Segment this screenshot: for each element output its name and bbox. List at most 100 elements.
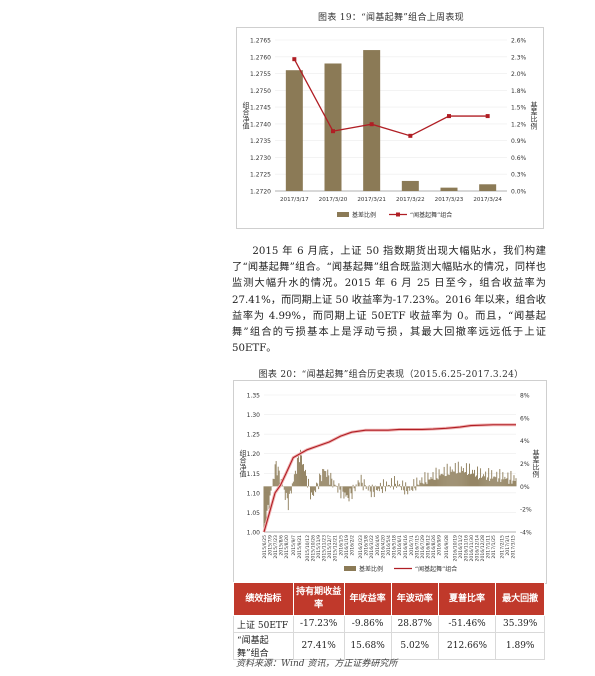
x-tick-label: 2015/7/9 bbox=[268, 535, 274, 556]
y-tick-label: 1.00 bbox=[247, 530, 261, 537]
basis-bar bbox=[321, 481, 323, 487]
basis-bar bbox=[267, 486, 269, 505]
basis-bar bbox=[499, 469, 501, 487]
basis-bar bbox=[349, 486, 351, 489]
x-tick-label: 2016/4/20 bbox=[380, 535, 386, 559]
x-tick-label: 2017/3/23 bbox=[435, 197, 464, 203]
y-tick-label: 1.2730 bbox=[250, 155, 271, 162]
header-metric: 绩效指标 bbox=[233, 582, 294, 616]
basis-bar bbox=[411, 486, 413, 490]
basis-bar bbox=[480, 468, 482, 487]
performance-table-wrap: 绩效指标 持有期收益率 年收益率 年波动率 夏普比率 最大回撤 上证 50ETF… bbox=[233, 582, 545, 660]
basis-bar bbox=[471, 473, 472, 487]
header-max-drawdown: 最大回撤 bbox=[495, 582, 545, 616]
x-tick-label: 2015/12/7 bbox=[327, 535, 333, 559]
basis-bar bbox=[323, 469, 325, 487]
y-axis-label: 组合净值 bbox=[242, 101, 250, 131]
basis-bar bbox=[460, 466, 462, 487]
bar bbox=[285, 70, 303, 191]
basis-bar bbox=[269, 486, 271, 496]
basis-bar bbox=[484, 476, 486, 487]
table-cell: 1.89% bbox=[495, 632, 545, 660]
x-tick-label: 2016/10/19 bbox=[452, 535, 458, 562]
basis-bar bbox=[384, 486, 386, 492]
basis-bar bbox=[354, 486, 356, 492]
basis-bar bbox=[346, 486, 348, 495]
basis-bar bbox=[432, 472, 434, 487]
basis-bar bbox=[465, 463, 467, 487]
basis-bar bbox=[333, 480, 335, 487]
basis-bar bbox=[290, 486, 292, 494]
basis-bar bbox=[315, 486, 317, 493]
basis-bar bbox=[340, 486, 342, 499]
basis-bar bbox=[351, 486, 353, 500]
basis-bar bbox=[362, 486, 364, 491]
basis-bar bbox=[409, 486, 411, 491]
table-cell: 5.02% bbox=[390, 632, 439, 660]
basis-bar bbox=[378, 486, 380, 492]
basis-bar bbox=[312, 486, 314, 495]
basis-bar bbox=[358, 482, 360, 487]
line-point bbox=[485, 114, 490, 119]
y-tick-label: 1.35 bbox=[247, 393, 261, 400]
y-tick-label: 1.2750 bbox=[250, 88, 271, 95]
basis-bar bbox=[338, 483, 340, 487]
x-tick-label: 2017/3/21 bbox=[357, 197, 386, 203]
table-cell: 27.41% bbox=[292, 632, 345, 660]
basis-bar bbox=[372, 486, 374, 492]
header-annual-return: 年收益率 bbox=[343, 582, 392, 616]
basis-bar bbox=[451, 469, 453, 487]
x-tick-label: 2017/3/22 bbox=[396, 197, 425, 203]
y2-tick-label: 1.2% bbox=[511, 121, 527, 128]
basis-bar bbox=[331, 478, 333, 487]
basis-bar bbox=[503, 479, 505, 487]
basis-bar bbox=[505, 478, 507, 487]
basis-bar bbox=[293, 474, 295, 487]
x-tick-label: 2017/2/15 bbox=[499, 535, 505, 559]
basis-bar bbox=[380, 486, 382, 490]
basis-bar bbox=[458, 472, 460, 487]
y-tick-label: 1.2760 bbox=[250, 54, 271, 61]
basis-bar bbox=[289, 486, 291, 491]
basis-bar bbox=[442, 474, 444, 487]
x-tick-label: 2016/11/30 bbox=[469, 535, 475, 562]
y-tick-label: 1.2755 bbox=[250, 71, 271, 78]
line-point bbox=[369, 122, 374, 127]
line-point bbox=[447, 114, 451, 119]
basis-bar bbox=[506, 478, 508, 487]
basis-bar bbox=[510, 470, 512, 487]
legend-bar-label: 基差比例 bbox=[352, 211, 376, 219]
basis-bar bbox=[448, 474, 450, 487]
legend-bar-swatch bbox=[337, 212, 349, 217]
x-tick-label: 2016/12/28 bbox=[480, 535, 486, 562]
legend-line-label: “闻基起舞”组合 bbox=[410, 211, 452, 219]
x-tick-label: 2016/6/1 bbox=[397, 535, 403, 556]
basis-bar bbox=[508, 483, 510, 487]
basis-bar bbox=[303, 464, 304, 487]
basis-bar bbox=[397, 480, 399, 487]
basis-bar bbox=[387, 485, 388, 487]
basis-bar bbox=[401, 486, 403, 491]
basis-bar bbox=[344, 486, 346, 493]
x-tick-label: 2016/8/26 bbox=[431, 535, 437, 559]
basis-bar bbox=[399, 483, 401, 487]
basis-bar bbox=[486, 479, 488, 487]
basis-bar bbox=[285, 486, 287, 493]
basis-bar bbox=[299, 449, 301, 487]
basis-bar bbox=[273, 479, 275, 487]
basis-bar bbox=[381, 486, 383, 494]
basis-bar bbox=[472, 469, 473, 487]
basis-bar bbox=[313, 486, 315, 496]
basis-bar bbox=[446, 463, 448, 487]
basis-bar bbox=[389, 485, 390, 487]
x-tick-label: 2017/1/25 bbox=[491, 535, 497, 559]
y-tick-label: 1.2765 bbox=[250, 38, 271, 45]
table-cell: 28.87% bbox=[390, 615, 439, 633]
basis-bar bbox=[496, 471, 498, 487]
basis-bar bbox=[429, 479, 431, 487]
bar bbox=[479, 184, 497, 191]
legend-line-label: “闻基起舞”组合 bbox=[415, 565, 457, 573]
basis-bar bbox=[276, 475, 278, 487]
basis-bar bbox=[507, 472, 509, 487]
x-tick-label: 2016/9/9 bbox=[437, 535, 443, 556]
